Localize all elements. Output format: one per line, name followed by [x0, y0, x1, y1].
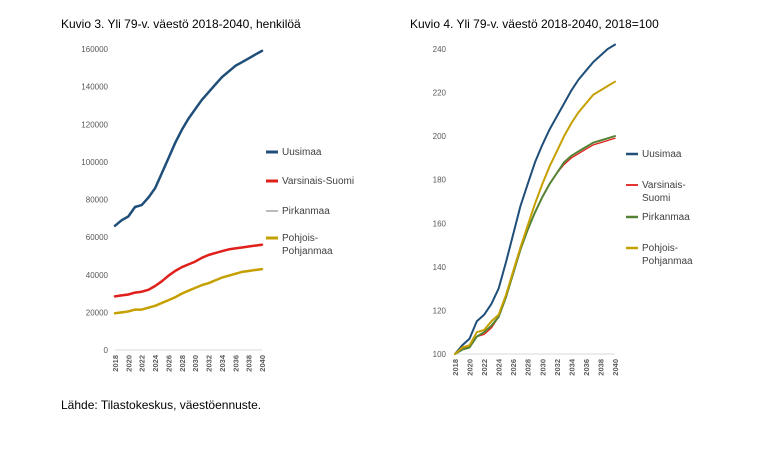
x-tick-label: 2022	[138, 355, 147, 372]
series-line-1	[454, 43, 616, 355]
legend-label: Pirkanmaa	[642, 212, 690, 223]
x-tick-label: 2032	[205, 355, 214, 372]
y-tick-label: 220	[433, 89, 447, 98]
x-tick-label: 2040	[611, 359, 620, 376]
x-tick-label: 2018	[451, 359, 460, 376]
x-tick-label: 2026	[509, 359, 518, 376]
y-tick-label: 40000	[86, 271, 109, 280]
legend-label: Pohjois-Pohjanmaa	[642, 243, 693, 267]
chart-title-right: Kuvio 4. Yli 79-v. väestö 2018-2040, 201…	[410, 17, 659, 31]
x-tick-label: 2034	[218, 354, 227, 372]
x-tick-label: 2030	[191, 355, 200, 372]
y-tick-label: 120000	[81, 120, 108, 129]
y-tick-label: 160	[433, 219, 447, 228]
x-tick-label: 2038	[245, 355, 254, 372]
legend-label: Varsinais-Suomi	[282, 176, 354, 187]
series-line-1	[113, 49, 264, 228]
x-tick-label: 2028	[524, 359, 533, 376]
x-tick-label: 2036	[582, 359, 591, 376]
x-tick-label: 2036	[231, 355, 240, 372]
series-line-4	[113, 267, 264, 315]
series-line-2	[454, 137, 616, 355]
legend-label: Uusimaa	[642, 149, 682, 160]
x-tick-label: 2038	[596, 359, 605, 376]
y-tick-label: 160000	[81, 45, 108, 54]
y-tick-label: 140	[433, 263, 447, 272]
y-tick-label: 200	[433, 132, 447, 141]
y-tick-label: 240	[433, 45, 447, 54]
x-tick-label: 2020	[124, 355, 133, 372]
legend-label: Pirkanmaa	[282, 206, 330, 217]
series-line-2	[113, 243, 264, 298]
legend-label: Varsinais-Suomi	[642, 180, 686, 204]
y-tick-label: 0	[104, 346, 109, 355]
x-tick-label: 2022	[480, 359, 489, 376]
x-tick-label: 2040	[258, 355, 267, 372]
series-line-4	[454, 80, 616, 355]
y-tick-label: 140000	[81, 83, 108, 92]
source-note: Lähde: Tilastokeskus, väestöennuste.	[61, 398, 262, 412]
y-tick-label: 180	[433, 176, 447, 185]
legend-label: Pohjois-Pohjanmaa	[282, 233, 333, 257]
x-tick-label: 2018	[111, 355, 120, 372]
y-tick-label: 100000	[81, 158, 108, 167]
y-tick-label: 20000	[86, 308, 109, 317]
x-tick-label: 2026	[164, 355, 173, 372]
chart-title-left: Kuvio 3. Yli 79-v. väestö 2018-2040, hen…	[61, 17, 301, 31]
y-tick-label: 60000	[86, 233, 109, 242]
x-tick-label: 2020	[466, 359, 475, 376]
y-tick-label: 100	[433, 350, 447, 359]
series-line-3	[454, 135, 616, 355]
legend-label: Uusimaa	[282, 147, 322, 158]
x-tick-label: 2034	[567, 358, 576, 376]
y-tick-label: 120	[433, 306, 447, 315]
x-tick-label: 2024	[151, 354, 160, 372]
x-tick-label: 2028	[178, 355, 187, 372]
x-tick-label: 2024	[495, 358, 504, 376]
x-tick-label: 2032	[553, 359, 562, 376]
x-tick-label: 2030	[538, 359, 547, 376]
y-tick-label: 80000	[86, 196, 109, 205]
